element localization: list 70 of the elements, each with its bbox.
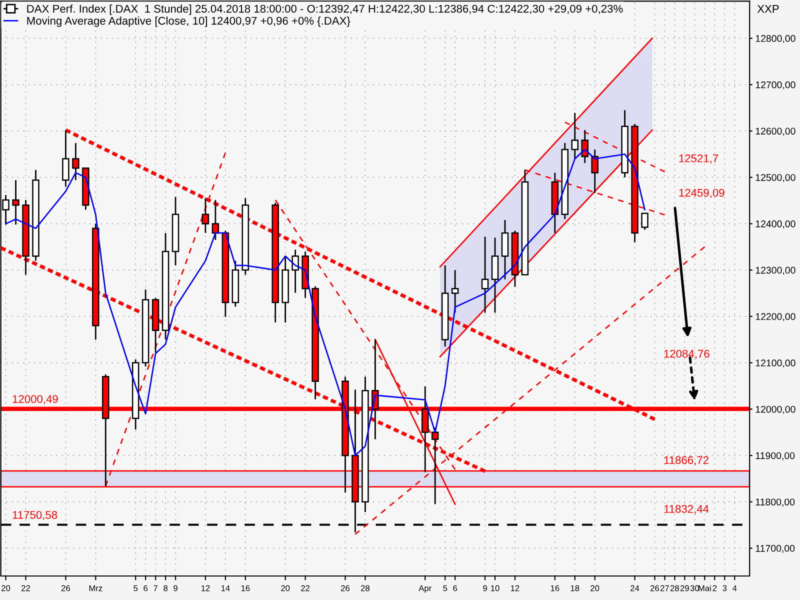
candlestick (292, 248, 299, 294)
x-tick-label: 29 (680, 585, 689, 592)
legend-label: Moving Average Adaptive [Close, 10] 12400,97 +0,96 +0% {.DAX} (27, 16, 350, 27)
annotation: 11866,72 (664, 456, 708, 466)
y-tick-label: 12200,00 (756, 313, 796, 322)
x-tick-label: 28 (670, 585, 679, 592)
x-tick-label: 18 (570, 585, 580, 592)
annotation: 12521,7 (679, 154, 718, 164)
x-tick-label: Mrz (89, 585, 102, 592)
candlestick (481, 236, 489, 314)
x-tick-label: 10 (491, 585, 500, 592)
candlestick (571, 112, 578, 160)
y-tick-label: 12700,00 (756, 81, 796, 90)
y-tick-label: 11900,00 (756, 452, 795, 460)
candlestick (491, 236, 499, 314)
y-tick-label: 12100,00 (756, 360, 796, 368)
candlestick (62, 129, 70, 188)
x-tick-label: 26 (341, 585, 350, 592)
y-tick-label: 11800,00 (756, 498, 795, 507)
x-tick-label: 30 (690, 585, 699, 592)
x-tick-label: Mai (698, 585, 711, 592)
x-tick-label: 7 (154, 585, 158, 592)
x-tick-label: 26 (650, 585, 660, 592)
x-tick-label: 22 (22, 585, 30, 592)
candlestick (202, 198, 210, 234)
y-tick-label: 12300,00 (756, 266, 796, 275)
x-tick-label: 16 (241, 585, 250, 592)
x-tick-label: 6 (453, 585, 458, 592)
x-tick-label: 14 (221, 585, 230, 592)
y-tick-label: 12500,00 (756, 174, 796, 182)
candlestick (451, 269, 459, 314)
x-tick-label: 6 (144, 585, 148, 592)
x-tick-label: 20 (590, 585, 600, 592)
x-tick-label: 5 (443, 585, 448, 592)
x-tick-label: 3 (722, 585, 727, 592)
candlestick (72, 142, 80, 181)
x-tick-label: 9 (174, 585, 178, 592)
x-tick-label: 22 (301, 585, 310, 592)
y-axis-title: XXP (757, 5, 779, 13)
x-tick-label: 8 (164, 585, 168, 592)
x-tick-label: 26 (61, 585, 70, 592)
y-tick-label: 12800,00 (756, 35, 796, 44)
y-tick-label: 12600,00 (756, 128, 796, 136)
x-tick-label: 27 (660, 585, 669, 592)
candlestick (501, 219, 509, 280)
x-tick-label: 28 (361, 585, 370, 592)
x-tick-label: 12 (201, 585, 210, 592)
legend-label: DAX Perf. Index [.DAX 1 Stunde] 25.04.2018 18:00:00 - O:12392,47 H:12422,30 L:12386,94 C:12422,30 +29,09 +0,23% (27, 4, 623, 15)
x-tick-label: 4 (732, 585, 737, 592)
y-tick-label: 12400,00 (756, 220, 796, 228)
x-tick-label: 5 (134, 585, 138, 592)
candlestick (641, 212, 648, 230)
candlestick (581, 129, 588, 164)
ref-line-label: 12000,49 (12, 395, 58, 404)
x-tick-label: 2 (712, 585, 717, 592)
x-tick-label: Apr (418, 585, 432, 593)
x-tick-label: 12 (510, 585, 520, 592)
x-tick-label: 20 (281, 585, 290, 592)
annotation: 12459,09 (679, 188, 724, 198)
x-tick-label: 9 (483, 585, 487, 592)
annotation: 11832,44 (664, 505, 709, 514)
x-tick-label: 16 (550, 585, 560, 592)
y-tick-label: 11700,00 (756, 544, 795, 553)
x-tick-label: 20 (2, 585, 10, 592)
candlestick (12, 179, 20, 226)
x-tick-label: 24 (630, 585, 640, 592)
annotation: 12084,76 (664, 350, 710, 359)
candlestick (212, 199, 220, 241)
ref-line-label: 11750,58 (12, 510, 58, 520)
y-tick-label: 12000,00 (756, 406, 796, 414)
